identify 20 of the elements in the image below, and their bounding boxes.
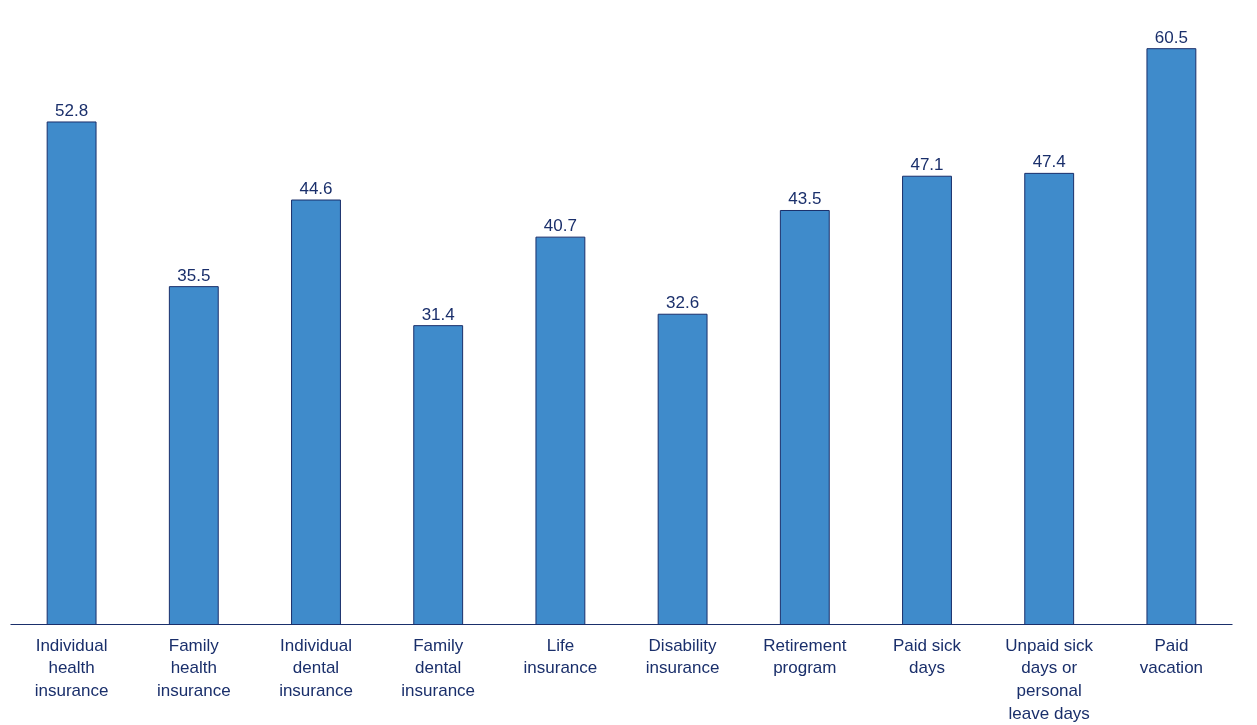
data-label: 31.4 <box>421 304 455 324</box>
x-tick-label: Individual dental insurance <box>279 635 353 701</box>
x-tick-label: Retirement program <box>763 635 847 678</box>
data-label: 32.6 <box>666 293 700 313</box>
x-tick-label: Family health insurance <box>156 635 231 701</box>
x-tick-label: Life insurance <box>523 635 598 678</box>
data-label: 52.8 <box>55 100 89 120</box>
data-label: 40.7 <box>543 216 577 236</box>
x-tick-label: Individual health insurance <box>34 635 109 701</box>
data-label: 35.5 <box>177 265 211 285</box>
x-tick-label: Paid sick days <box>892 635 962 678</box>
x-tick-label: Paid vacation <box>1139 635 1204 678</box>
data-label: 47.1 <box>910 155 944 175</box>
x-tick-label: Family dental insurance <box>401 635 476 701</box>
x-tick-label: Unpaid sick days or personal leave days <box>1005 635 1094 723</box>
data-label: 43.5 <box>788 189 822 209</box>
data-label: 44.6 <box>299 179 333 199</box>
data-label: 47.4 <box>1032 152 1066 172</box>
data-label: 60.5 <box>1154 27 1188 47</box>
x-tick-label: Disability insurance <box>645 635 720 678</box>
